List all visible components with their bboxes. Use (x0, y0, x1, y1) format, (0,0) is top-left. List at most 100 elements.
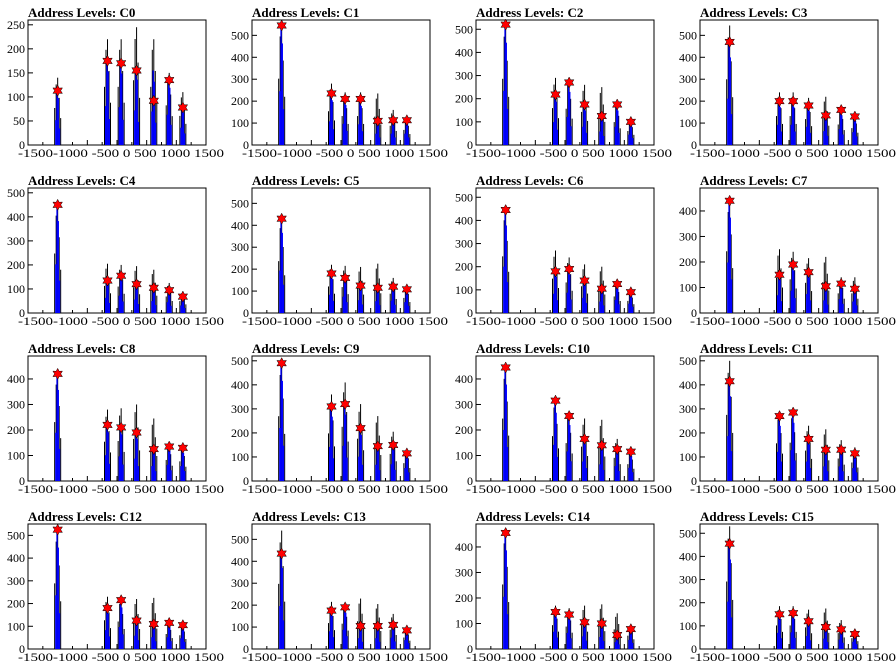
peak-5 (387, 613, 399, 649)
histogram-panel-c15: Address Levels: C15 0 100 200 300 400 500 -1500… (679, 509, 896, 664)
y-tick-label: 0 (19, 474, 25, 488)
peak-3 (803, 425, 814, 481)
peak-6 (401, 447, 413, 481)
y-tick-label: 500 (455, 22, 473, 36)
histogram-panel-c8: Address Levels: C8 0 100 200 300 400 -1500-100… (7, 341, 224, 496)
peak-marker (131, 614, 142, 627)
peak-marker (611, 278, 623, 291)
peak-6 (625, 115, 637, 145)
peak-2 (787, 251, 799, 313)
peak-2 (339, 265, 351, 313)
x-tick-labels: -1500-1000 -500 0 500 1000 1500 (242, 482, 448, 496)
histogram-panel-c0: Address Levels: C0 0 50 100 150 200 250 -1500-1… (7, 5, 224, 160)
peak-3 (579, 264, 590, 313)
y-tick-label: 200 (7, 597, 25, 611)
histogram-panel-c9: Address Levels: C9 0 100 200 300 400 500 -1500-… (231, 341, 448, 496)
peak-marker (355, 422, 366, 435)
peak-marker (820, 620, 832, 634)
peak-marker (326, 267, 337, 280)
peak-5 (611, 438, 623, 481)
peak-marker (163, 74, 175, 87)
y-tick-label: 400 (231, 554, 249, 568)
peak-marker (148, 617, 160, 631)
panel-title: Address Levels: C4 (28, 173, 136, 188)
y-tick-label: 100 (7, 90, 25, 104)
peak-marker (835, 443, 847, 456)
peak-marker (355, 619, 366, 633)
peak-0 (276, 530, 287, 649)
y-tick-label: 200 (231, 94, 249, 108)
y-tick-label: 400 (231, 218, 249, 232)
peak-marker (563, 608, 575, 621)
panel-title: Address Levels: C14 (476, 509, 590, 524)
peak-4 (372, 416, 384, 481)
y-tick-label: 100 (7, 619, 25, 633)
peak-marker (387, 280, 399, 293)
y-tick-label: 0 (691, 642, 697, 656)
peak-marker (52, 198, 63, 211)
peak-marker (163, 440, 175, 453)
peak-marker (177, 101, 189, 114)
y-tick-label: 200 (7, 423, 25, 437)
peak-6 (177, 619, 189, 649)
peak-marker (724, 35, 735, 48)
y-tick-label: 400 (7, 372, 25, 386)
y-tick-label: 400 (7, 210, 25, 224)
y-tick-label: 300 (679, 229, 697, 243)
peak-marker (500, 203, 511, 217)
y-tick-label: 200 (455, 591, 473, 605)
peak-1 (550, 77, 561, 145)
y-tick-label: 200 (679, 255, 697, 269)
peak-marker (849, 447, 861, 460)
peak-6 (401, 283, 413, 313)
peak-marker (774, 608, 785, 621)
x-tick-labels: -1500-1000 -500 0 500 1000 1500 (466, 650, 672, 664)
panel-title: Address Levels: C11 (700, 341, 813, 356)
y-tick-label: 0 (467, 138, 473, 152)
peak-6 (401, 624, 413, 649)
y-tick-label: 400 (455, 540, 473, 554)
peak-marker (774, 410, 785, 423)
peak-marker (596, 282, 608, 295)
x-tick-labels: -1500-1000 -500 0 500 1000 1500 (242, 650, 448, 664)
y-tick-label: 100 (455, 115, 473, 129)
y-tick-label: 300 (231, 402, 249, 416)
peak-1 (102, 39, 113, 145)
peak-6 (625, 623, 637, 649)
peak-marker (803, 432, 814, 445)
peak-4 (372, 93, 384, 145)
y-tick-label: 400 (231, 378, 249, 392)
histogram-panel-c4: Address Levels: C4 0 100 200 300 400 500 -1500-… (7, 173, 224, 328)
peak-marker (372, 440, 384, 453)
peak-4 (820, 256, 832, 313)
peak-4 (148, 269, 160, 313)
peak-5 (611, 98, 623, 145)
panel-title: Address Levels: C3 (700, 5, 808, 20)
peak-6 (177, 290, 189, 313)
y-tick-label: 400 (455, 45, 473, 59)
peak-1 (774, 249, 785, 313)
peak-marker (820, 443, 832, 456)
peak-5 (387, 431, 399, 481)
y-tick-label: 0 (691, 306, 697, 320)
peak-3 (803, 609, 814, 649)
peak-1 (326, 83, 337, 145)
peak-marker (131, 64, 142, 77)
peak-2 (563, 409, 575, 481)
peak-marker (820, 280, 832, 293)
peak-2 (115, 408, 127, 481)
peak-2 (787, 92, 799, 145)
peak-marker (102, 602, 113, 615)
peak-marker (401, 447, 413, 460)
peak-marker (625, 445, 637, 458)
peak-2 (115, 594, 127, 649)
peak-6 (849, 627, 861, 649)
peak-6 (625, 286, 637, 313)
y-tick-label: 300 (455, 237, 473, 251)
peak-marker (131, 278, 142, 291)
peak-2 (563, 608, 575, 649)
peak-marker (276, 212, 287, 225)
peak-marker (148, 94, 160, 107)
y-tick-label: 300 (7, 234, 25, 248)
peak-marker (372, 619, 384, 633)
